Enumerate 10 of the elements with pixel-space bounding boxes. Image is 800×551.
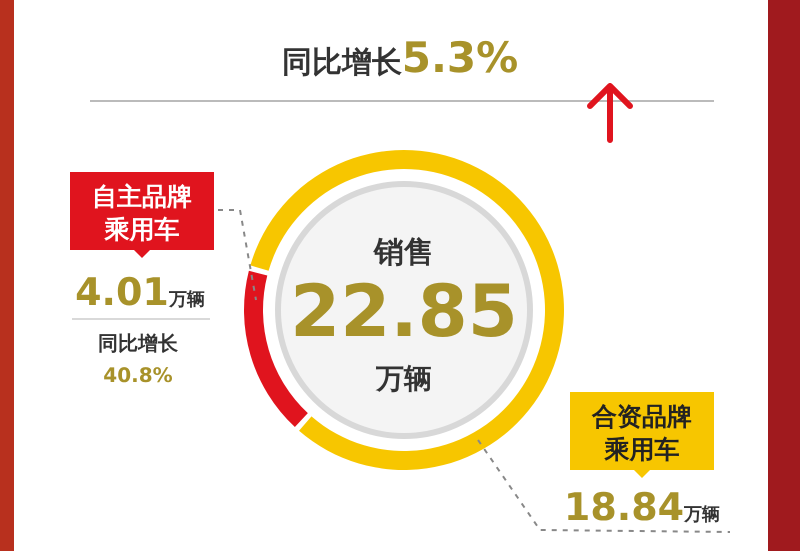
text: 销售 — [372, 235, 434, 270]
slice-label: 自主品牌乘用车 — [92, 182, 192, 244]
chart-title: 同比增长5.3% — [282, 33, 518, 82]
slice-label: 合资品牌乘用车 — [591, 402, 692, 464]
text: 40.8% — [103, 363, 173, 387]
text: 22.85 — [290, 269, 518, 353]
data-label: 4.01万辆 — [75, 270, 205, 314]
text: 同比增长 — [98, 331, 179, 355]
data-label: 18.84万辆 — [564, 485, 720, 529]
text: 万辆 — [375, 362, 432, 395]
